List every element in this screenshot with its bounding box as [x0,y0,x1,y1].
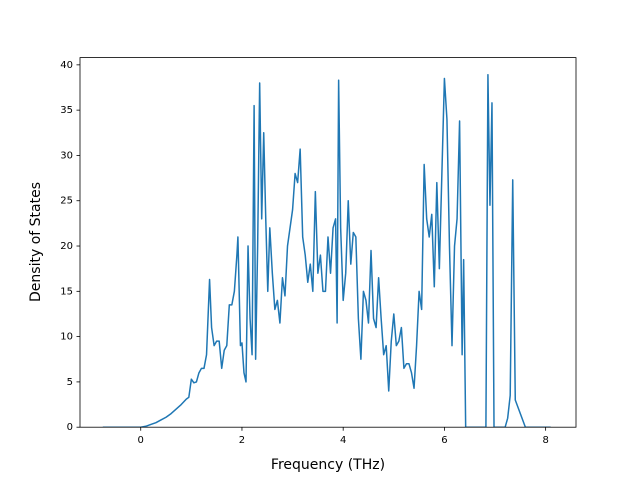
y-tick-label: 25 [60,196,73,207]
y-tick-label: 0 [67,422,73,433]
y-axis-label: Density of States [28,182,44,302]
y-tick-label: 20 [60,241,73,252]
x-tick-label: 2 [239,435,245,446]
y-tick-label: 10 [60,332,73,343]
x-tick-label: 8 [542,435,548,446]
x-tick-label: 0 [138,435,144,446]
y-tick-label: 35 [60,105,73,116]
y-tick-label: 30 [60,150,73,161]
y-tick-label: 5 [67,377,73,388]
y-tick-label: 15 [60,286,73,297]
data-line [102,74,551,428]
x-tick-label: 6 [441,435,447,446]
x-axis-label: Frequency (THz) [271,457,385,473]
x-tick-label: 4 [340,435,346,446]
plot-frame [79,57,577,428]
y-tick-label: 40 [60,60,73,71]
